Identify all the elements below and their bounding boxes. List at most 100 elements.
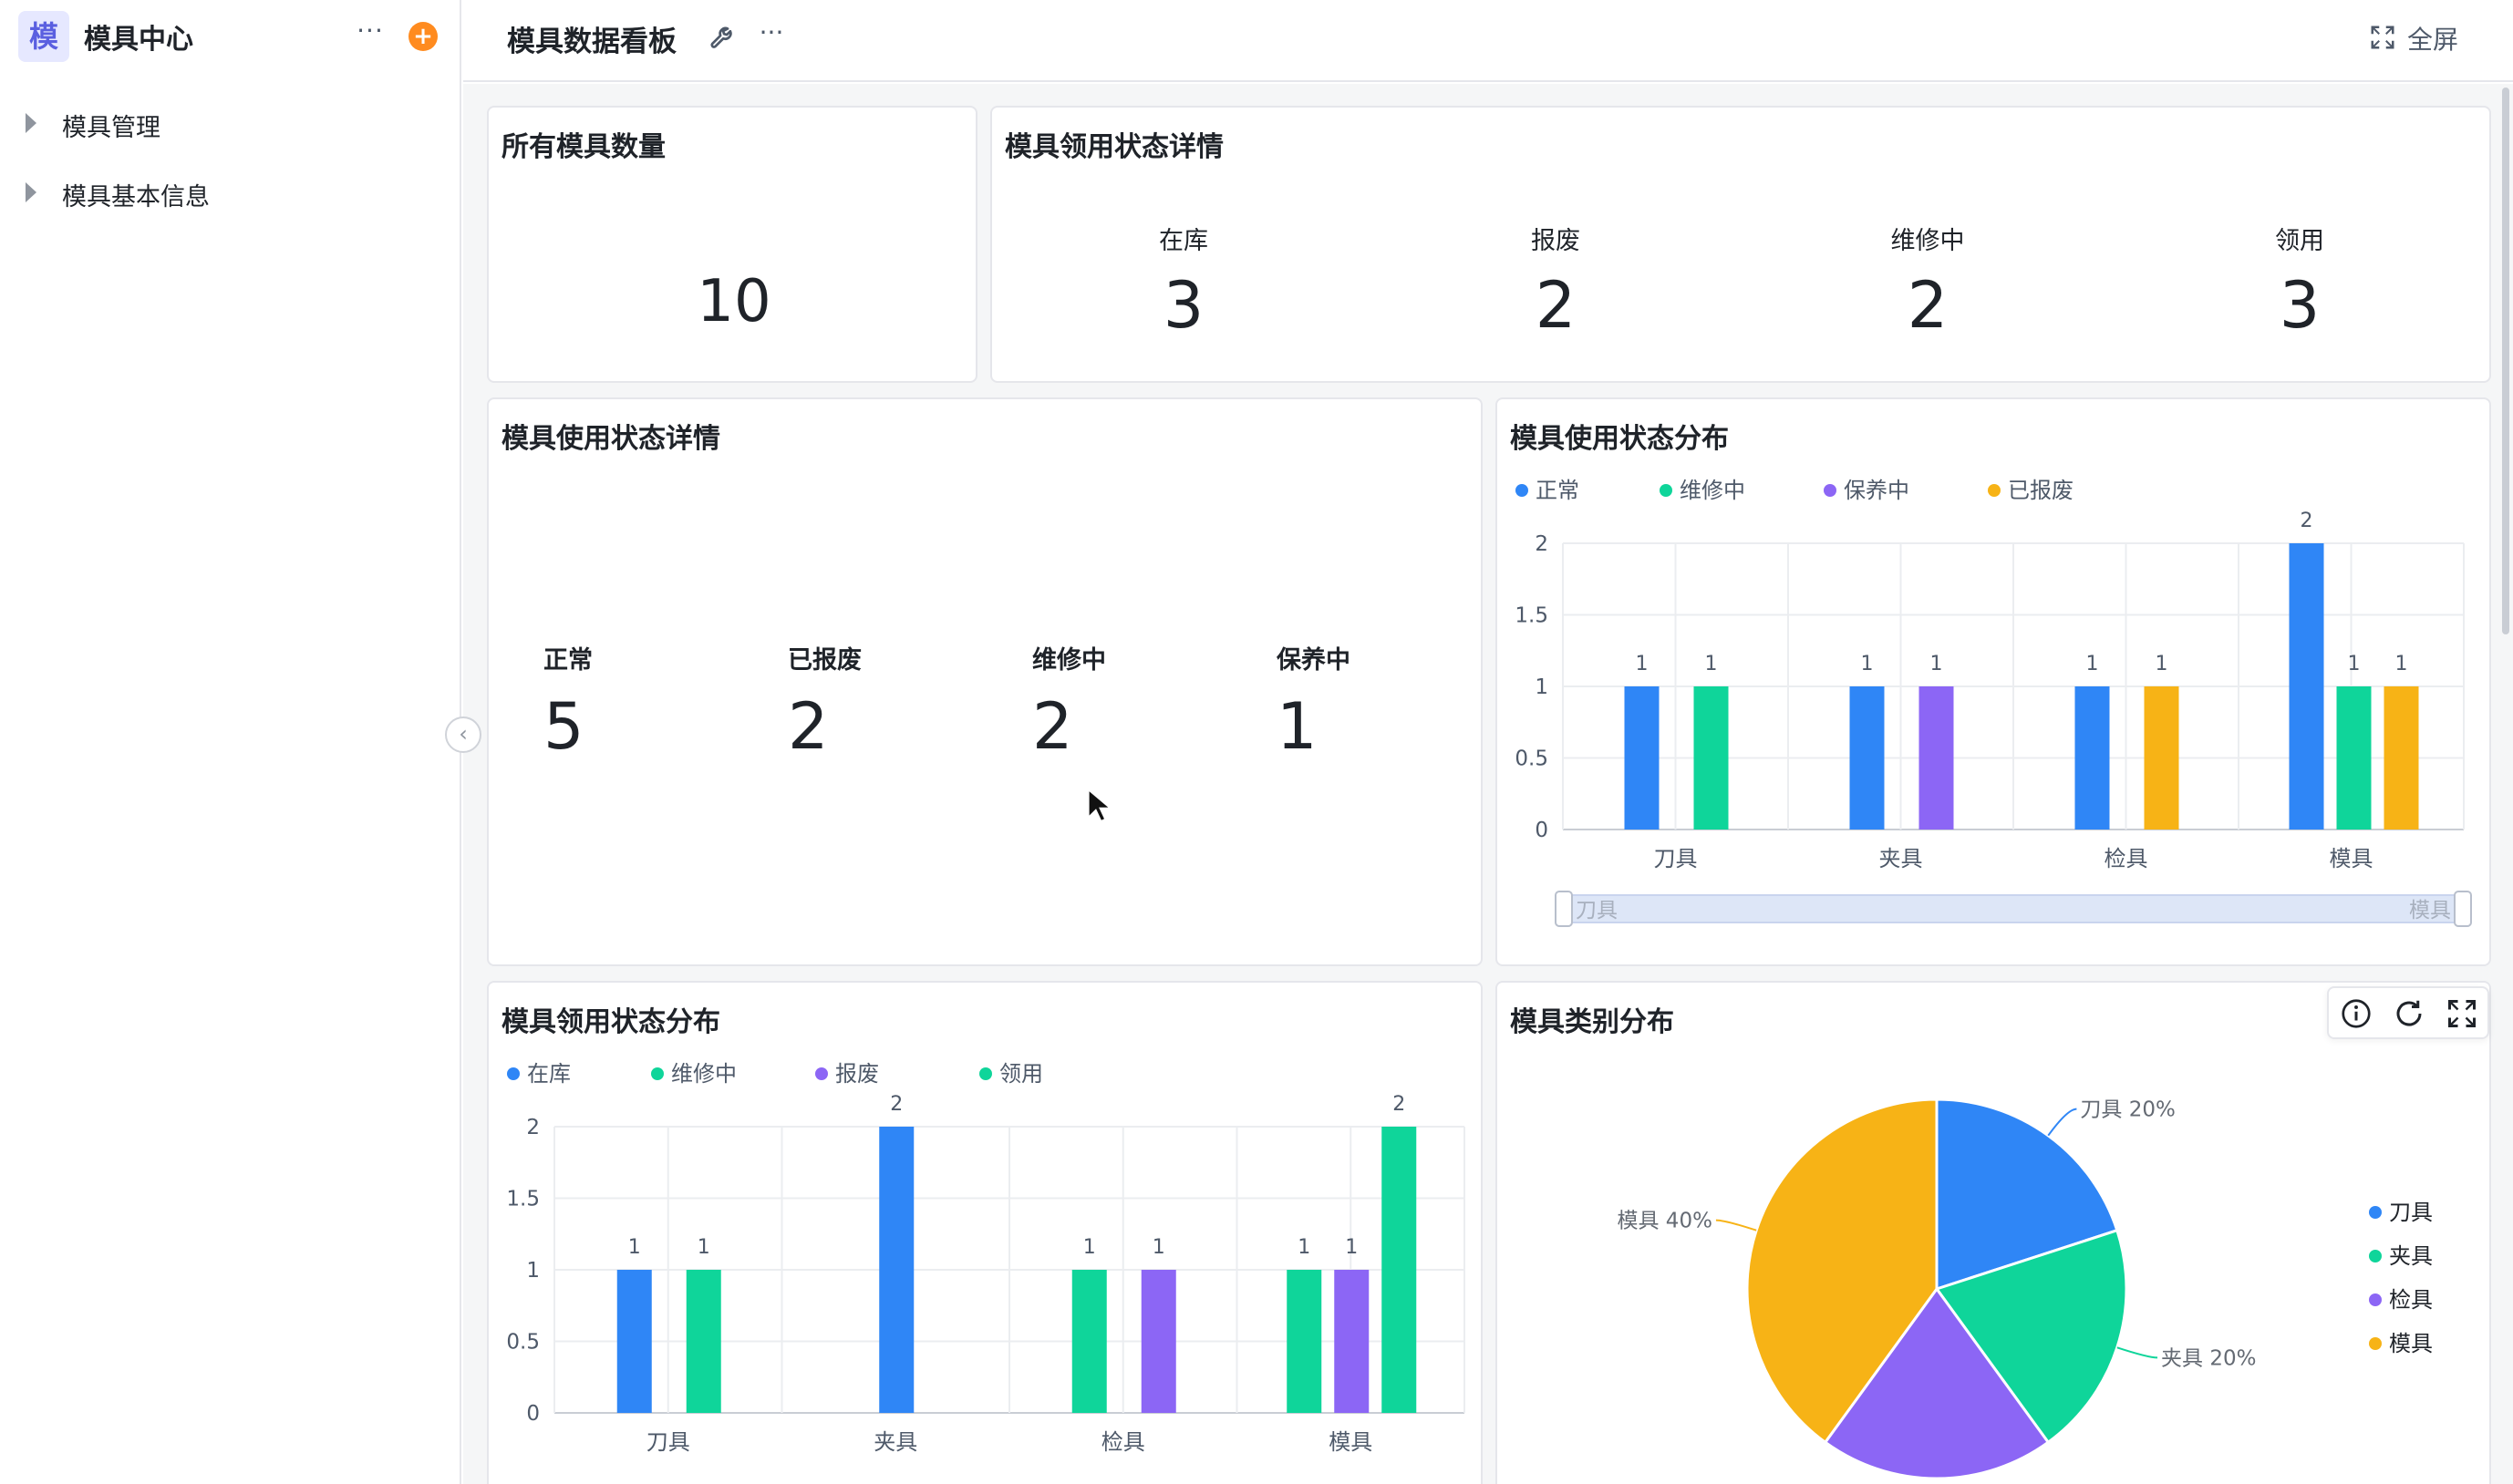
- stat-value: 3: [1163, 268, 1205, 343]
- legend-label: 检具: [2389, 1287, 2433, 1313]
- y-tick-label: 1.5: [1515, 604, 1548, 628]
- legend-dot: [507, 1067, 520, 1080]
- stat-label: 保养中: [1277, 646, 1350, 675]
- stat-label: 维修中: [1032, 646, 1106, 675]
- bar-data-label: 1: [1083, 1236, 1096, 1259]
- legend-label: 模具: [2389, 1331, 2433, 1356]
- legend-dot: [1824, 484, 1836, 497]
- x-tick-label: 刀具: [646, 1429, 690, 1455]
- page-scrollbar[interactable]: [2502, 88, 2509, 634]
- legend-dot: [2369, 1250, 2382, 1262]
- x-tick-label: 模具: [2330, 846, 2373, 871]
- card-usage-status-distribution: 模具使用状态分布 正常 维修中 保养中 已报废 0 0.5 1 1.5 2 刀具 夹具 检具 模具 1 1…: [1495, 397, 2491, 966]
- x-tick-label: 检具: [2105, 846, 2148, 871]
- bar-data-label: 1: [698, 1236, 710, 1259]
- sidebar-item-label: 模具管理: [62, 114, 160, 142]
- x-tick-label: 刀具: [1654, 846, 1698, 871]
- sidebar-item-mold-basic-info[interactable]: 模具基本信息: [0, 164, 461, 222]
- x-tick-label: 检具: [1101, 1429, 1145, 1455]
- sidebar-header: 模 模具中心 ··· +: [0, 0, 461, 73]
- bar: [1849, 686, 1885, 830]
- slider-start-label: 刀具: [1576, 899, 1618, 922]
- sidebar: 模 模具中心 ··· + 模具管理 模具基本信息: [0, 0, 461, 1484]
- legend-item[interactable]: 夹具: [2369, 1238, 2433, 1270]
- add-icon[interactable]: +: [408, 22, 438, 51]
- legend-item[interactable]: 正常: [1515, 472, 1579, 504]
- stat-value: 2: [788, 689, 829, 764]
- bar: [1624, 686, 1660, 830]
- y-tick-label: 1: [526, 1259, 540, 1283]
- legend-label: 夹具: [2389, 1243, 2433, 1269]
- bar: [2074, 686, 2110, 830]
- y-tick-label: 1.5: [506, 1188, 540, 1211]
- slider-handle: [2454, 891, 2472, 927]
- card-title: 模具使用状态分布: [1510, 423, 1729, 455]
- stat-label: 报废: [1531, 227, 1580, 255]
- legend-dot: [1515, 484, 1528, 497]
- legend-item[interactable]: 保养中: [1824, 472, 1909, 504]
- stat-value: 2: [1032, 689, 1073, 764]
- stat-label: 维修中: [1890, 227, 1965, 255]
- pie-slice-label: 刀具 20%: [2080, 1098, 2175, 1122]
- expand-triangle-icon[interactable]: [26, 182, 36, 202]
- card-title: 模具领用状态详情: [1005, 131, 1224, 163]
- bar-data-label: 1: [1636, 653, 1649, 675]
- more-icon[interactable]: ···: [357, 15, 384, 46]
- legend-item[interactable]: 报废: [815, 1056, 879, 1087]
- bar-data-label: 1: [1861, 653, 1874, 675]
- bar: [1381, 1127, 1417, 1413]
- collapse-sidebar-icon[interactable]: ‹: [445, 716, 481, 753]
- stat-label: 已报废: [788, 646, 862, 675]
- x-tick-label: 夹具: [1879, 846, 1923, 871]
- expand-triangle-icon[interactable]: [26, 113, 36, 133]
- y-tick-label: 0: [1535, 819, 1548, 842]
- dashboard-content: 所有模具数量 10 模具领用状态详情 在库 3 报废 2 维修中 2 领用 3 …: [463, 84, 2513, 1484]
- bar: [1693, 686, 1729, 830]
- sidebar-item-mold-management[interactable]: 模具管理: [0, 95, 461, 153]
- bar-data-label: 2: [890, 1093, 903, 1116]
- legend-dot: [1988, 484, 2001, 497]
- chart-toolbar: [2327, 986, 2489, 1039]
- stat-value: 5: [543, 689, 584, 764]
- legend-dot: [815, 1067, 828, 1080]
- bar-data-label: 1: [1705, 653, 1718, 675]
- legend-label: 刀具: [2389, 1200, 2433, 1225]
- y-tick-label: 2: [1535, 532, 1548, 556]
- refresh-icon[interactable]: [2393, 997, 2425, 1030]
- pie-slice-label: 模具 40%: [1618, 1210, 1712, 1233]
- pie-label-line: [2116, 1346, 2158, 1359]
- pie-slice-label: 夹具 20%: [2161, 1346, 2256, 1370]
- card-title: 模具使用状态详情: [502, 423, 720, 455]
- bar: [686, 1270, 721, 1413]
- pie-slice: [1823, 1286, 2051, 1480]
- bar-data-label: 1: [2086, 653, 2099, 675]
- legend-dot: [979, 1067, 992, 1080]
- info-icon[interactable]: [2340, 997, 2373, 1030]
- card-category-distribution: 模具类别分布 刀具 20% 夹具 20% 模具 40% 刀具 夹具 检具 模具: [1495, 981, 2491, 1484]
- legend-item[interactable]: 已报废: [1988, 472, 2073, 504]
- more-icon[interactable]: ···: [759, 17, 784, 47]
- x-tick-label: 夹具: [874, 1429, 917, 1455]
- legend-item[interactable]: 刀具: [2369, 1194, 2433, 1226]
- legend-item[interactable]: 维修中: [651, 1056, 737, 1087]
- legend-dot: [2369, 1293, 2382, 1306]
- bar-data-label: 1: [1153, 1236, 1165, 1259]
- bar-data-label: 1: [1298, 1236, 1310, 1259]
- page-title: 模具数据看板: [507, 26, 677, 58]
- fullscreen-icon[interactable]: [2446, 997, 2478, 1030]
- bar: [1071, 1270, 1107, 1413]
- wrench-icon[interactable]: [708, 20, 740, 53]
- fullscreen-label: 全屏: [2407, 25, 2459, 55]
- bar-data-label: 1: [1345, 1236, 1358, 1259]
- slider-handle: [1555, 891, 1573, 927]
- legend-dot: [1660, 484, 1672, 497]
- legend-item[interactable]: 领用: [979, 1056, 1043, 1087]
- legend-item[interactable]: 检具: [2369, 1282, 2433, 1314]
- legend-item[interactable]: 维修中: [1660, 472, 1745, 504]
- bar-data-label: 1: [1930, 653, 1943, 675]
- legend-item[interactable]: 在库: [507, 1056, 571, 1087]
- card-usage-status-detail: 模具使用状态详情 正常 5 已报废 2 维修中 2 保养中 1: [487, 397, 1483, 966]
- legend-item[interactable]: 模具: [2369, 1325, 2433, 1357]
- app-name: 模具中心: [84, 24, 193, 56]
